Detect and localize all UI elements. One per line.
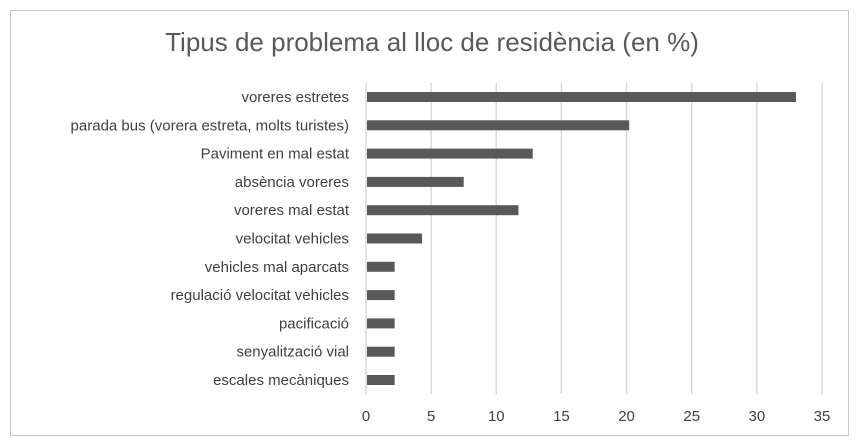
bar — [367, 346, 395, 357]
category-label: regulació velocitat vehicles — [171, 287, 349, 304]
category-label: voreres mal estat — [234, 202, 350, 219]
chart-title: Tipus de problema al lloc de residència … — [165, 27, 699, 57]
bar — [367, 148, 533, 159]
category-label: escales mecàniques — [213, 372, 349, 389]
x-tick-label: 30 — [749, 408, 766, 425]
x-tick-label: 25 — [683, 408, 700, 425]
category-label: velocitat vehicles — [236, 231, 349, 248]
x-tick-label: 15 — [553, 408, 570, 425]
bar — [367, 92, 796, 102]
x-tick-label: 5 — [427, 408, 435, 425]
category-label: pacificació — [279, 315, 349, 332]
bar — [367, 261, 395, 272]
bar — [367, 290, 395, 301]
bar — [367, 375, 395, 385]
category-label: vehicles mal aparcats — [205, 259, 349, 276]
category-labels: voreres estretes parada bus (vorera estre… — [71, 89, 350, 389]
x-tick-label: 20 — [618, 408, 635, 425]
bar — [367, 205, 519, 216]
bar — [367, 120, 630, 131]
category-label: absència voreres — [235, 174, 349, 191]
category-label: voreres estretes — [241, 89, 349, 106]
x-tick-label: 0 — [362, 408, 370, 425]
chart-frame — [10, 10, 849, 436]
x-tick-label: 10 — [488, 408, 505, 425]
bars — [367, 92, 796, 385]
bar — [367, 176, 464, 187]
category-label: parada bus (vorera estreta, molts turist… — [71, 117, 349, 134]
category-label: senyalització vial — [236, 344, 349, 361]
x-tick-labels: 0 5 10 15 20 25 30 35 — [362, 408, 831, 425]
category-label: Paviment en mal estat — [201, 146, 350, 163]
gridlines — [365, 83, 823, 394]
bar — [367, 318, 395, 329]
bar — [367, 233, 423, 244]
x-tick-label: 35 — [814, 408, 831, 425]
